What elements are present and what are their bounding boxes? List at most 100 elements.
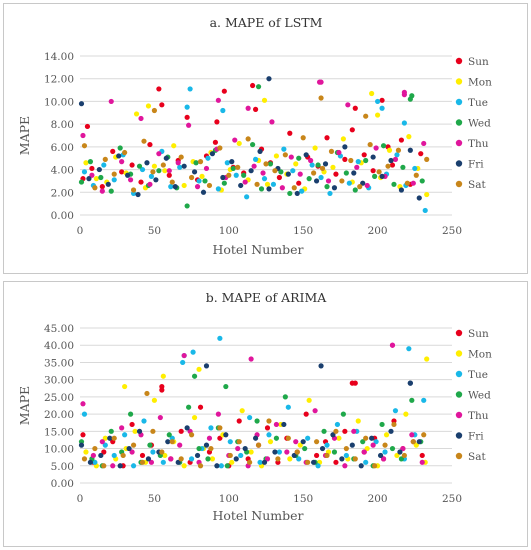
data-point: [336, 149, 342, 156]
legend-marker: [455, 350, 463, 357]
data-point: [282, 152, 288, 158]
data-point: [230, 165, 236, 172]
data-point: [236, 140, 242, 147]
data-point: [224, 463, 230, 469]
data-point: [421, 432, 427, 438]
series-sat: [81, 95, 430, 193]
data-point: [83, 160, 89, 166]
data-point: [394, 152, 400, 158]
data-point: [349, 442, 355, 448]
data-point: [160, 373, 166, 379]
data-point: [162, 452, 168, 459]
data-point: [189, 432, 195, 438]
y-tick-label: 0.00: [51, 210, 74, 222]
chart-lstm: a. MAPE of LSTM 0.00 2.00 4.00 6.00 8.00 10.00…: [17, 15, 492, 257]
data-point: [346, 180, 352, 186]
data-point: [166, 432, 172, 438]
data-point: [205, 155, 211, 161]
data-point: [116, 153, 122, 159]
data-point: [99, 184, 105, 190]
y-tick-label: 12.00: [44, 74, 74, 86]
data-point: [111, 435, 117, 441]
data-point: [313, 452, 320, 459]
y-axis-label: MAPE: [17, 116, 32, 155]
data-point: [389, 342, 396, 348]
data-point: [215, 97, 221, 103]
data-point: [416, 439, 422, 445]
data-point: [336, 435, 342, 441]
data-point: [290, 168, 296, 174]
data-point: [267, 161, 274, 167]
data-point: [108, 188, 114, 194]
y-tick-label: 20.00: [44, 409, 74, 421]
data-point: [266, 186, 272, 192]
data-point: [159, 102, 165, 108]
data-point: [343, 452, 349, 459]
data-point: [141, 418, 147, 424]
data-point: [270, 181, 277, 187]
data-point: [398, 137, 405, 143]
data-point: [209, 151, 216, 157]
data-point: [416, 195, 422, 201]
data-point: [364, 182, 370, 189]
y-tick-label: 35.00: [44, 357, 74, 369]
data-point: [272, 168, 278, 174]
data-point: [217, 145, 223, 151]
data-point: [120, 452, 126, 459]
data-point: [273, 435, 280, 441]
data-point: [233, 456, 239, 462]
data-point: [285, 435, 291, 441]
data-point: [388, 157, 394, 164]
data-point: [200, 189, 207, 195]
data-point: [311, 459, 317, 465]
legend-label: Sat: [468, 179, 486, 191]
y-axis-label: MAPE: [17, 386, 32, 425]
data-point: [92, 459, 98, 465]
data-point: [248, 356, 254, 362]
y-tick-label: 10.00: [44, 96, 74, 108]
data-point: [311, 170, 317, 176]
data-point: [217, 435, 223, 441]
data-point: [78, 179, 85, 185]
data-point: [324, 184, 330, 190]
data-point: [193, 160, 199, 166]
data-point: [421, 397, 427, 403]
data-point: [130, 187, 137, 193]
data-point: [96, 166, 102, 173]
data-point: [150, 169, 156, 175]
data-point: [313, 178, 320, 184]
data-point: [285, 404, 291, 410]
legend-label: Wed: [468, 390, 491, 402]
data-point: [180, 359, 186, 366]
data-point: [215, 186, 221, 192]
data-point: [293, 439, 299, 445]
data-point: [318, 79, 324, 85]
data-point: [122, 432, 128, 438]
data-point: [293, 161, 299, 167]
data-point: [156, 151, 162, 157]
data-point: [291, 452, 297, 459]
data-point: [373, 439, 379, 445]
data-point: [352, 187, 358, 193]
data-point: [369, 90, 375, 97]
data-point: [379, 97, 385, 103]
data-point: [339, 456, 345, 462]
data-point: [345, 102, 351, 108]
data-point: [172, 184, 178, 190]
x-tick-label: 150: [293, 493, 313, 505]
data-point: [145, 456, 152, 462]
data-point: [80, 132, 86, 139]
legend-label: Mon: [468, 77, 492, 89]
data-point: [191, 373, 198, 379]
data-point: [351, 170, 357, 176]
data-point: [361, 449, 367, 455]
data-point: [190, 349, 196, 355]
x-tick-label: 0: [77, 493, 84, 505]
data-point: [223, 432, 229, 438]
data-point: [281, 421, 287, 428]
data-point: [241, 172, 247, 178]
chart-title: a. MAPE of LSTM: [210, 15, 323, 30]
data-point: [189, 456, 195, 462]
data-point: [305, 459, 311, 465]
data-point: [101, 162, 107, 168]
